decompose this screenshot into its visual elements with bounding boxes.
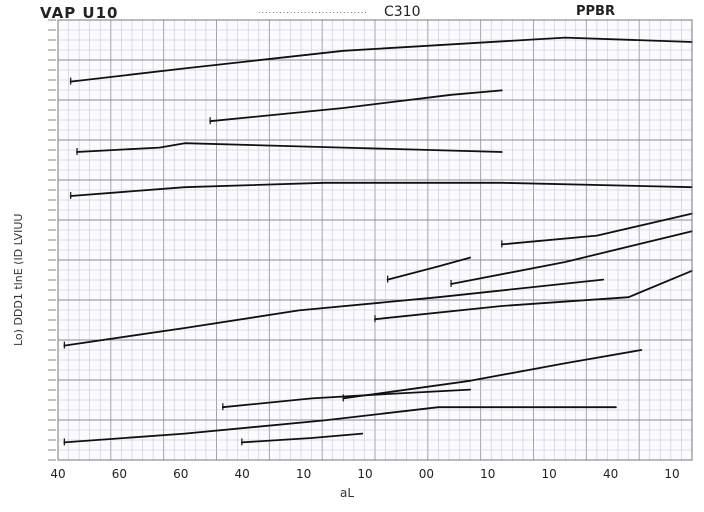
series-line-13: [241, 432, 364, 444]
y-axis-label: Lo) DDD1 tlnE (ID LVIUU: [12, 213, 25, 347]
x-tick-label: 10: [357, 467, 372, 481]
x-tick-label: 10: [542, 467, 557, 481]
series-line-7: [450, 230, 693, 285]
x-axis-label: aL: [340, 486, 355, 500]
center-title: C310: [384, 4, 421, 20]
x-tick-label: 40: [603, 467, 618, 481]
series-line-4: [69, 181, 693, 197]
header-dots: ...............................: [258, 6, 368, 15]
right-title: PPBR: [576, 4, 615, 19]
x-tick-label: 10: [296, 467, 311, 481]
series-line-1: [69, 36, 693, 83]
series-line-2: [209, 89, 503, 123]
series-line-11: [221, 388, 471, 409]
x-tick-label: 60: [173, 467, 188, 481]
x-tick-label: 60: [112, 467, 127, 481]
series-line-6: [386, 256, 471, 281]
plot-frame: [57, 19, 693, 461]
x-tick-label: 40: [50, 467, 65, 481]
x-tick-label: 00: [419, 467, 434, 481]
x-tick-label: 40: [235, 467, 250, 481]
series-line-9: [374, 269, 693, 321]
series-line-5: [500, 212, 693, 246]
x-tick-label: 10: [480, 467, 495, 481]
series-line-3: [76, 142, 503, 153]
series-line-12: [63, 406, 617, 444]
y-axis-marks: [48, 19, 56, 461]
x-tick-labels: 40 60 60 40 10 10 00 10 10 40 10: [50, 467, 679, 481]
x-tick-label: 10: [664, 467, 679, 481]
series-layer: [63, 36, 693, 446]
chart-title: VAP U10: [40, 4, 119, 22]
series-line-10: [342, 349, 643, 400]
series-line-8: [63, 278, 605, 347]
